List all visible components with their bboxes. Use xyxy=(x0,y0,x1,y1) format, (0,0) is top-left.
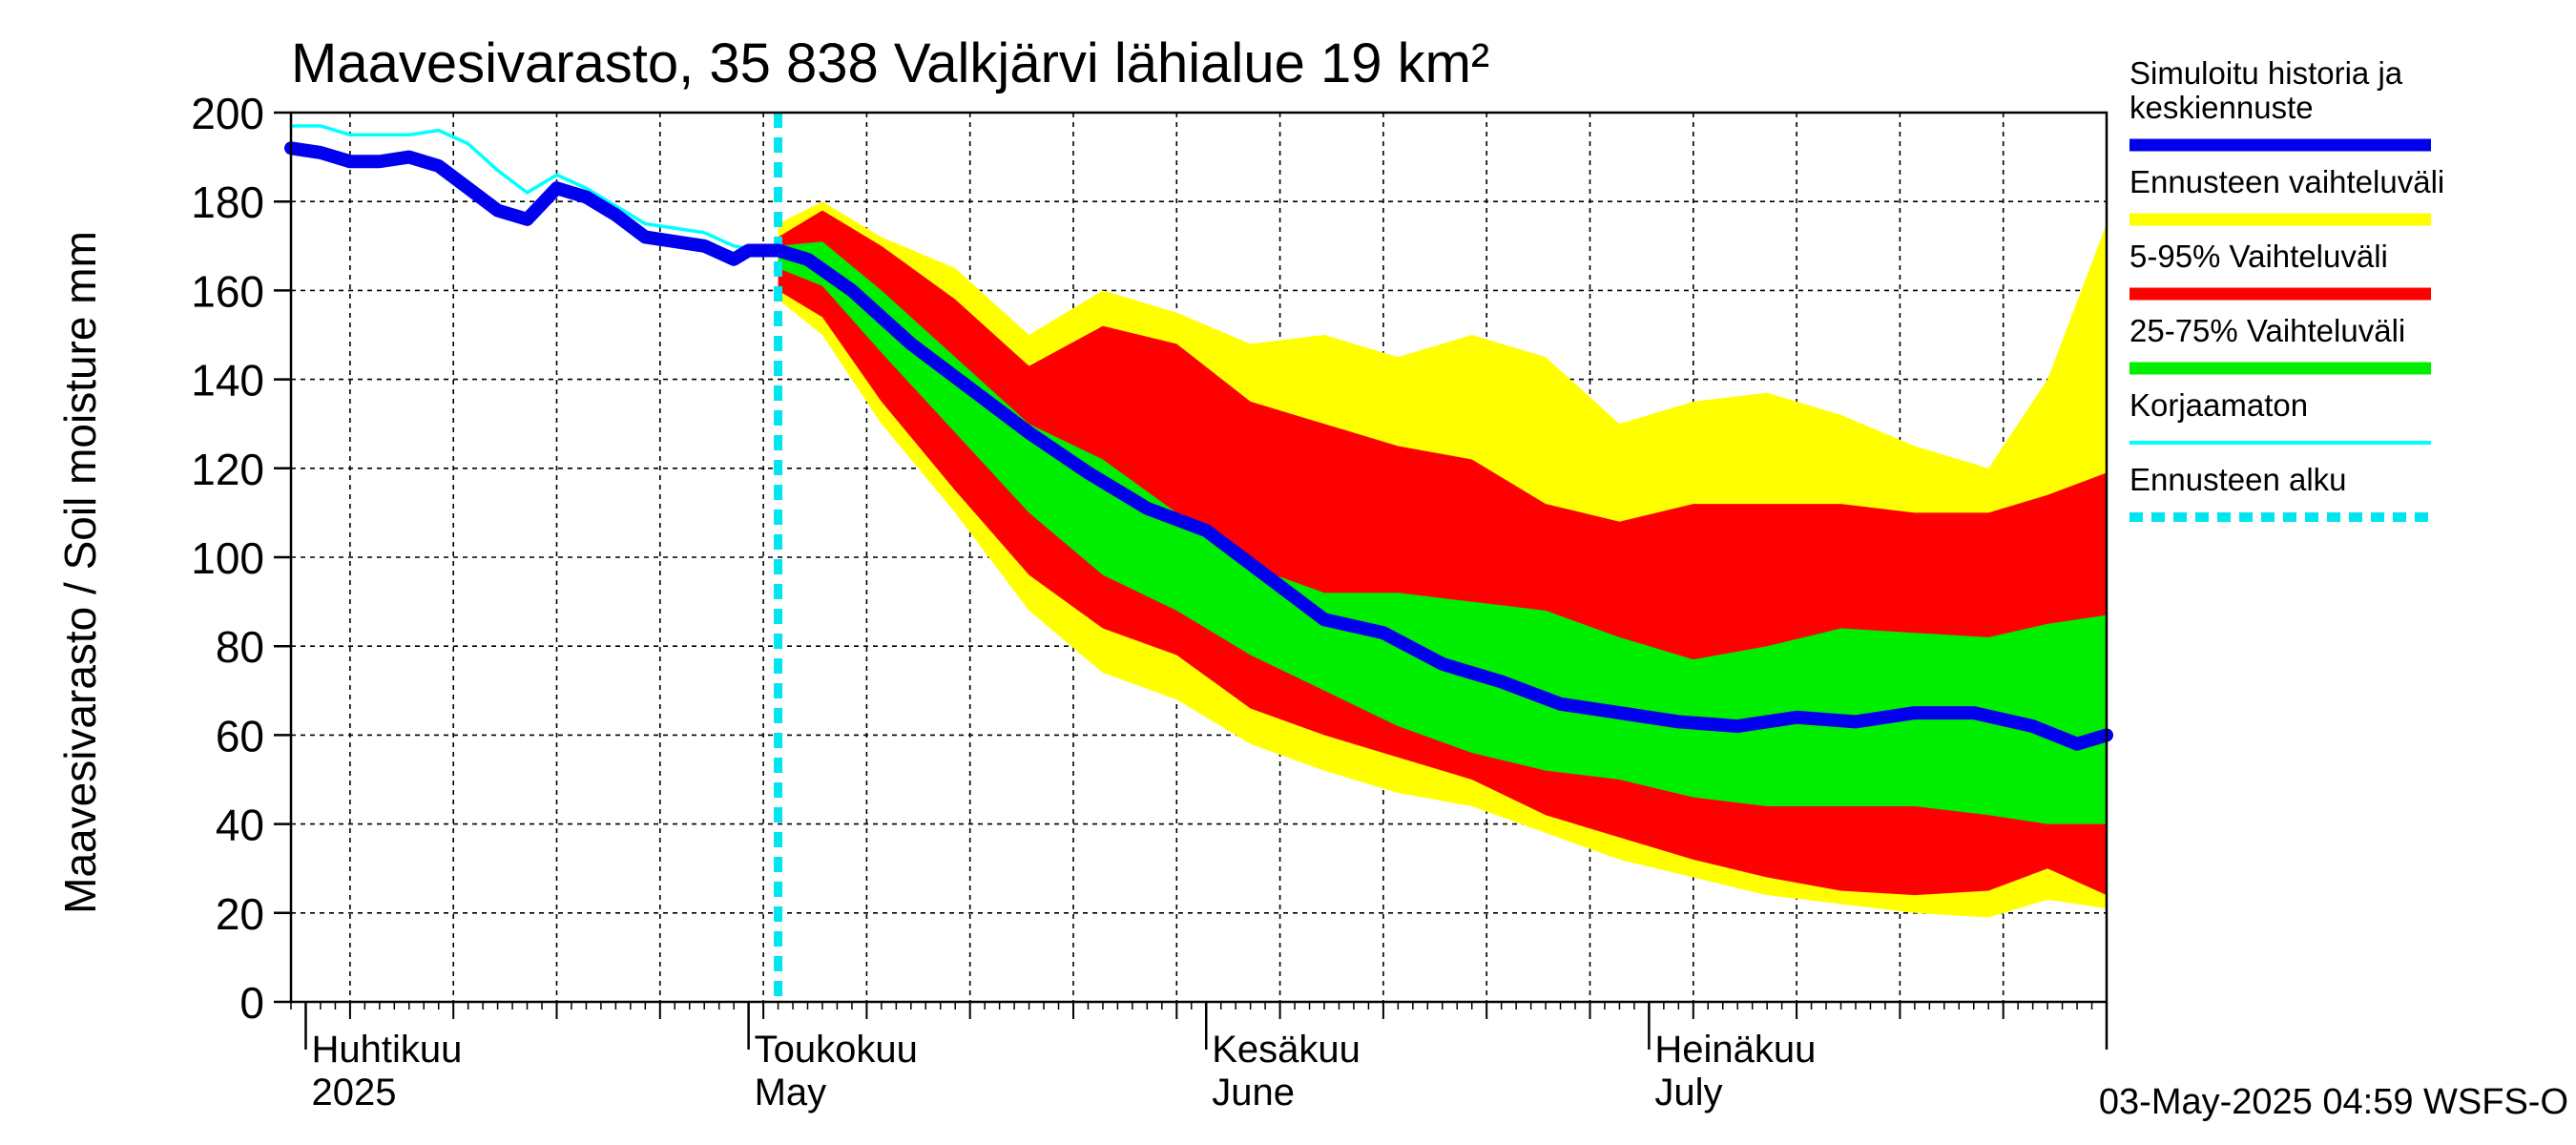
month-label: Kesäkuu xyxy=(1212,1029,1361,1071)
chart-title: Maavesivarasto, 35 838 Valkjärvi lähialu… xyxy=(291,32,1489,94)
month-year-label: May xyxy=(755,1072,827,1114)
footer-timestamp: 03-May-2025 04:59 WSFS-O xyxy=(2099,1082,2568,1122)
y-tick-label: 40 xyxy=(216,801,264,850)
y-tick-label: 140 xyxy=(191,356,264,406)
legend-label: Korjaamaton xyxy=(2129,387,2308,423)
y-tick-label: 80 xyxy=(216,622,264,672)
y-tick-label: 100 xyxy=(191,533,264,583)
y-tick-label: 60 xyxy=(216,711,264,760)
y-axis-label: Maavesivarasto / Soil moisture mm xyxy=(55,231,105,914)
month-year-label: 2025 xyxy=(311,1072,396,1114)
y-tick-label: 0 xyxy=(239,978,264,1028)
legend-label: keskiennuste xyxy=(2129,90,2314,125)
plot-area xyxy=(284,113,2113,1002)
month-year-label: July xyxy=(1654,1072,1722,1114)
month-label: Heinäkuu xyxy=(1654,1029,1816,1071)
legend-label: 5-95% Vaihteluväli xyxy=(2129,239,2388,274)
legend-label: Ennusteen alku xyxy=(2129,462,2347,497)
month-label: Huhtikuu xyxy=(311,1029,462,1071)
y-tick-label: 200 xyxy=(191,89,264,138)
y-tick-label: 160 xyxy=(191,266,264,316)
y-tick-label: 120 xyxy=(191,445,264,494)
series-line-uncorrected xyxy=(289,124,780,257)
y-tick-label: 20 xyxy=(216,889,264,939)
legend-label: Ennusteen vaihteluväli xyxy=(2129,164,2444,199)
band-25-75-vaihteluv-li xyxy=(778,241,2107,824)
month-label: Toukokuu xyxy=(755,1029,918,1071)
series-line-mean xyxy=(284,141,2113,751)
legend-label: Simuloitu historia ja xyxy=(2129,55,2403,91)
legend-label: 25-75% Vaihteluväli xyxy=(2129,313,2405,348)
month-year-label: June xyxy=(1212,1072,1295,1114)
y-tick-label: 180 xyxy=(191,177,264,227)
